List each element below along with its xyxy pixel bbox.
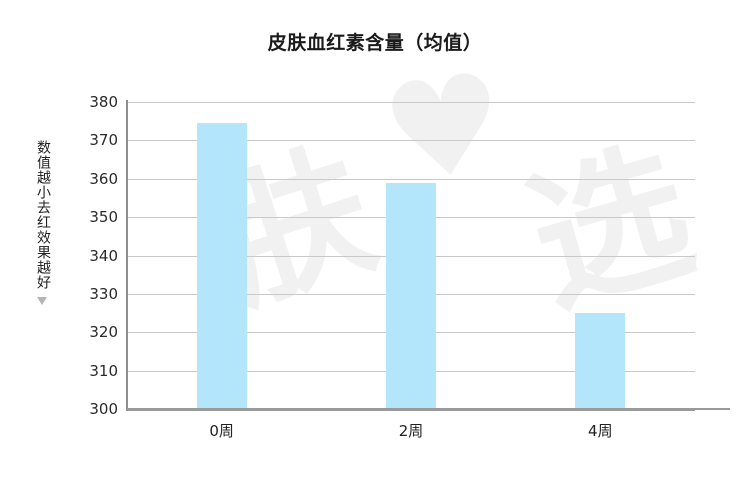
- y-axis-tick-label: 320: [89, 323, 118, 342]
- bar-4周[interactable]: [575, 313, 626, 409]
- gridline-370: [127, 140, 695, 142]
- y-axis-tick-label: 370: [89, 131, 118, 150]
- gridline-380: [127, 102, 695, 103]
- y-axis-tick-label: 380: [89, 93, 118, 111]
- arrow-down-icon: [37, 297, 47, 305]
- y-axis-tick-label: 360: [89, 169, 118, 188]
- y-axis-tick-label: 330: [89, 284, 118, 303]
- y-axis-tick-label: 350: [89, 208, 118, 227]
- plot-area: 380 370 360 350 340 330 320 310 300: [89, 93, 695, 418]
- y-axis-tick-label: 340: [89, 246, 118, 265]
- x-axis-tick-label: 4周: [588, 422, 613, 440]
- x-axis-line: [127, 408, 730, 410]
- y-axis-line: [126, 100, 128, 411]
- x-axis-tick-label: 0周: [209, 422, 234, 440]
- gridline-360: [127, 178, 695, 180]
- y-axis-tick-label: 300: [89, 400, 118, 418]
- chart-title: 皮肤血红素含量（均值）: [267, 32, 483, 54]
- bar-2周[interactable]: [386, 182, 436, 409]
- gridline-300: [127, 409, 695, 411]
- y-axis-annotation-label: 数值越小去红效果越好: [34, 140, 51, 290]
- y-axis-tick-label: 310: [89, 361, 118, 380]
- y-axis-annotation: 数值越小去红效果越好: [30, 140, 54, 305]
- x-axis-tick-label: 2周: [398, 422, 424, 440]
- bar-0周[interactable]: [196, 123, 247, 409]
